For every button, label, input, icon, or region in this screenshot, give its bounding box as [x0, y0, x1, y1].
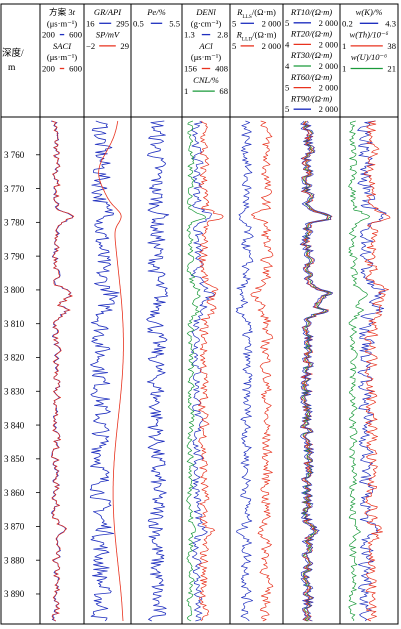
header-label: (μs·m⁻¹) — [47, 52, 77, 62]
depth-tick-label: 3 830 — [4, 386, 25, 396]
header-label: RT30/(Ω·m) — [290, 50, 332, 60]
depth-axis-title-line2: m — [8, 63, 16, 73]
depth-tick-label: 3 800 — [4, 285, 25, 295]
scale-min-label: 1 — [184, 86, 188, 96]
scale-max-label: 2 000 — [319, 83, 338, 93]
scale-max-label: 2 000 — [262, 18, 281, 28]
curve-saci — [51, 120, 75, 622]
scale-min-label: 4 — [285, 61, 290, 71]
scale-min-label: 1 — [342, 41, 346, 51]
curve-gr — [89, 120, 120, 622]
depth-axis: 深度/ m 3 760 3 770 3 780 3 790 3 800 3 810 3 82… — [2, 47, 40, 599]
scale-min-label: 156 — [184, 64, 198, 74]
curve-pe — [146, 120, 170, 622]
curve-th — [363, 120, 391, 622]
scale-min-label: 200 — [42, 64, 55, 74]
header-label: GR/API — [94, 7, 122, 17]
scale-max-label: 2.8 — [217, 30, 228, 40]
scale-max-label: 38 — [387, 41, 396, 51]
scale-max-label: 2 000 — [319, 61, 338, 71]
header-label: RT60/(Ω·m) — [290, 72, 332, 82]
header-label: Pe/% — [146, 7, 166, 17]
scale-max-label: 2 000 — [262, 41, 281, 51]
scale-max-label: 2 000 — [319, 39, 338, 49]
curve-rt90 — [303, 120, 333, 622]
log-curves — [50, 120, 391, 622]
scale-max-label: 2 000 — [319, 104, 338, 114]
curve-sp — [98, 120, 124, 622]
header-label: SACI — [53, 41, 72, 51]
depth-tick-label: 3 770 — [4, 184, 25, 194]
scale-min-label: −2 — [86, 41, 95, 51]
curve-rlls — [235, 120, 254, 622]
depth-tick-label: 3 890 — [4, 589, 25, 599]
scale-max-label: 29 — [120, 41, 129, 51]
scale-max-label: 2 000 — [319, 18, 338, 28]
scale-min-label: 200 — [42, 30, 55, 40]
scale-min-label: 1 — [342, 64, 346, 74]
curve-rt30 — [301, 120, 332, 622]
scale-max-label: 68 — [219, 86, 228, 96]
depth-tick-label: 3 780 — [4, 218, 25, 228]
depth-tick-label: 3 840 — [4, 420, 25, 430]
depth-tick-label: 3 850 — [4, 454, 25, 464]
header-label: CNL/% — [193, 75, 219, 85]
curve-cnl — [186, 120, 206, 622]
scale-max-label: 5.5 — [169, 18, 180, 28]
depth-tick-label: 3 790 — [4, 251, 25, 261]
header-label: RT10/(Ω·m) — [290, 7, 332, 17]
header-label: RT90/(Ω·m) — [290, 93, 332, 103]
scale-min-label: 0.5 — [133, 18, 144, 28]
scale-min-label: 5 — [285, 18, 289, 28]
curve-u — [348, 120, 370, 622]
scale-max-label: 4.3 — [385, 18, 396, 28]
scale-min-label: 1.3 — [184, 30, 195, 40]
header-label: RLLD/(Ω·m) — [236, 30, 277, 43]
depth-tick-label: 3 810 — [4, 319, 25, 329]
scale-min-label: 16 — [86, 18, 95, 28]
header-label: w(U)/10⁻⁶ — [351, 52, 387, 62]
depth-axis-title-line1: 深度/ — [2, 47, 24, 59]
header-label: RLLS/(Ω·m) — [236, 7, 276, 20]
header-label: 方案 3t — [49, 6, 76, 17]
header-label: SP/mV — [96, 30, 121, 40]
header-label: w(K)/% — [356, 7, 383, 17]
depth-tick-label: 3 880 — [4, 555, 25, 565]
scale-max-label: 295 — [116, 18, 129, 28]
curve-den — [191, 120, 215, 622]
scale-min-label: 0.2 — [342, 18, 353, 28]
header-label: w(Th)/10⁻⁶ — [349, 30, 388, 40]
curve-rlld — [250, 120, 274, 622]
scale-min-label: 5 — [285, 83, 289, 93]
header-label: RT20/(Ω·m) — [290, 29, 332, 39]
scale-max-label: 408 — [215, 64, 228, 74]
scale-min-label: 5 — [232, 18, 236, 28]
header-label: DENl — [195, 7, 216, 17]
depth-tick-label: 3 760 — [4, 150, 25, 160]
scale-min-label: 4 — [285, 39, 290, 49]
depth-tick-label: 3 860 — [4, 488, 25, 498]
scale-min-label: 5 — [285, 104, 289, 114]
header-label: (g·cm⁻³) — [191, 18, 222, 28]
scale-max-label: 600 — [69, 30, 82, 40]
scale-max-label: 600 — [69, 64, 82, 74]
header-label: ACl — [198, 41, 213, 51]
outer-border — [0, 3, 399, 625]
chart-frame — [0, 3, 399, 625]
depth-tick-label: 3 870 — [4, 522, 25, 532]
header-label: (μs·m⁻¹) — [47, 18, 77, 28]
header-label: (μs·m⁻¹) — [191, 52, 221, 62]
scale-max-label: 21 — [387, 64, 396, 74]
depth-tick-label: 3 820 — [4, 353, 25, 363]
curve-k — [357, 120, 387, 622]
scale-min-label: 5 — [232, 41, 236, 51]
curve-acl — [198, 120, 224, 622]
